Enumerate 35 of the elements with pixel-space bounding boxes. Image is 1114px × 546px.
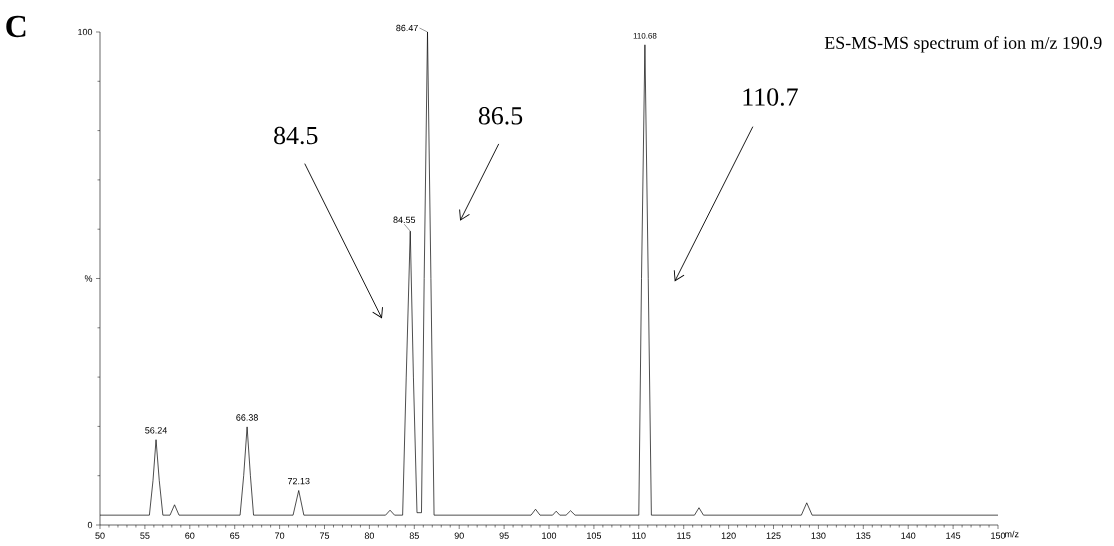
x-tick-label: 150	[991, 532, 1006, 539]
annotation: 110.7	[743, 88, 798, 106]
x-tick-label: 130	[811, 532, 826, 539]
x-tick-label: 85	[409, 532, 419, 539]
x-tick-label: 95	[499, 532, 509, 539]
x-tick-label: 145	[946, 532, 961, 539]
annotation: 84.55	[393, 216, 416, 223]
x-tick-label: 125	[766, 532, 781, 539]
x-tick-label: 55	[140, 532, 150, 539]
x-tick-label: 65	[230, 532, 240, 539]
annotation: 72.13	[287, 477, 310, 485]
x-tick-label: 110	[632, 532, 646, 539]
x-tick-label: 50	[95, 532, 105, 539]
x-tick-label: 60	[185, 532, 195, 539]
x-tick-label: 70	[275, 532, 285, 539]
y-tick-label: 100	[78, 28, 93, 36]
annotation: 84.5	[274, 126, 318, 145]
x-tick-label: 115	[677, 532, 691, 539]
x-tick-label: 105	[587, 532, 602, 539]
x-axis-title: m/z	[1005, 530, 1019, 538]
x-tick-label: 100	[542, 532, 557, 539]
text: C	[6, 15, 26, 38]
annotation: 56.24	[145, 427, 167, 434]
x-tick-label: 135	[856, 532, 871, 539]
y-tick-label: %	[84, 275, 93, 282]
x-tick-label: 90	[454, 532, 464, 539]
x-tick-label: 120	[721, 532, 736, 539]
x-tick-label: 75	[319, 532, 330, 539]
x-tick-label: 80	[364, 532, 375, 539]
x-tick-label: 140	[901, 532, 916, 539]
annotation: 66.38	[236, 414, 258, 421]
annotation: 86.47	[396, 24, 418, 32]
annotation: ES-MS-MS spectrum of ion m/z 190.9	[824, 36, 1102, 53]
annotation: 86.5	[478, 107, 523, 125]
y-tick-label: 0	[87, 521, 93, 529]
